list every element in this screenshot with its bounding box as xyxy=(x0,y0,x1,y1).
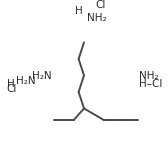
Text: H–Cl: H–Cl xyxy=(139,79,163,89)
Text: Cl: Cl xyxy=(95,0,105,10)
Text: H: H xyxy=(7,79,14,89)
Text: H: H xyxy=(75,6,82,16)
Text: H₂N: H₂N xyxy=(16,76,36,86)
Text: NH₂: NH₂ xyxy=(87,13,107,23)
Text: H₂N: H₂N xyxy=(32,71,51,81)
Text: NH₂: NH₂ xyxy=(139,71,159,81)
Text: Cl: Cl xyxy=(6,84,16,94)
